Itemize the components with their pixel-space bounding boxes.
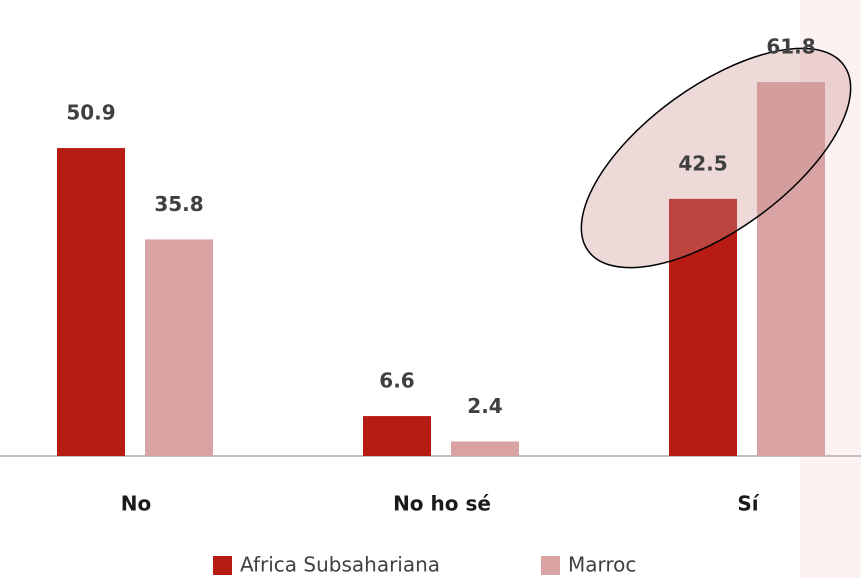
data-label: 35.8 [154,192,203,216]
bar [757,82,825,457]
bar [57,148,125,456]
data-label: 42.5 [678,151,727,175]
legend: Africa Subsahariana Marroc [213,553,636,577]
data-label: 2.4 [467,394,502,418]
x-tick-label: No [121,492,151,516]
x-tick-label: Sí [737,492,759,516]
value-labels: 50.9 35.8 6.6 2.4 42.5 61.8 [66,35,815,418]
bar [669,198,737,456]
x-tick-label: No ho sé [393,492,491,516]
legend-swatch [213,556,232,575]
legend-swatch [541,556,560,575]
bar [145,239,213,456]
bar [363,416,431,456]
data-label: 6.6 [379,369,414,393]
data-label: 50.9 [66,101,115,125]
plot-area [57,82,825,457]
legend-label: Africa Subsahariana [240,553,440,577]
data-label: 61.8 [766,35,815,59]
legend-label: Marroc [568,553,636,577]
bar [451,441,519,456]
highlight-ellipse [580,47,852,269]
